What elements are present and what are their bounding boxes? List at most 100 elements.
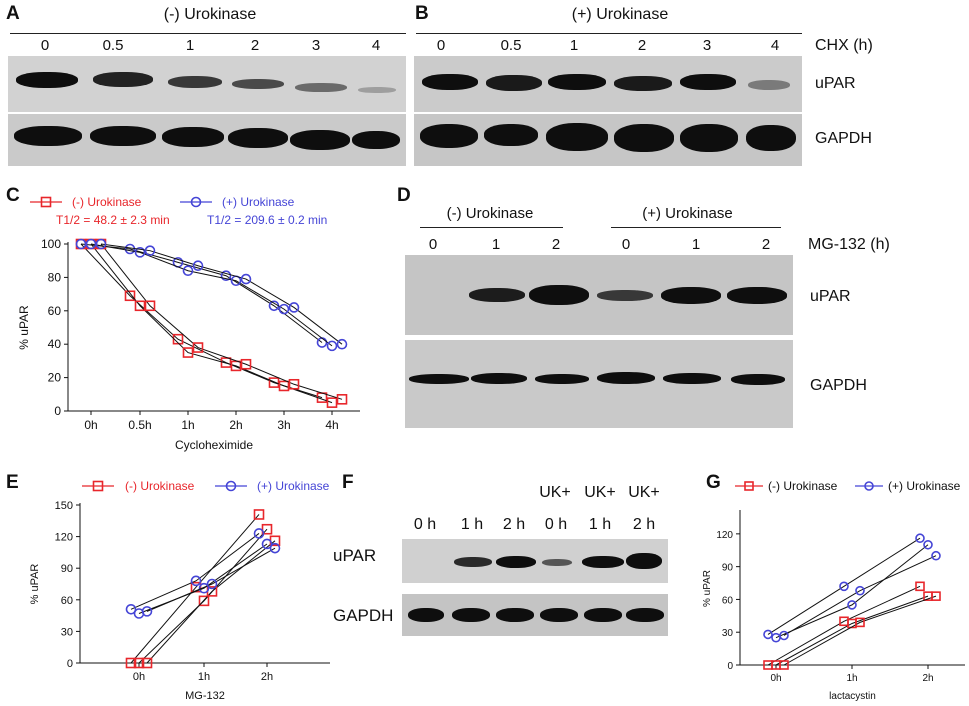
data-point-square [144,300,156,312]
lane-label: 0 [436,37,446,54]
x-tick-label: 1h [198,671,210,683]
lane-label: 0.5 [102,37,124,54]
series-line [130,514,260,664]
series-line [775,595,929,666]
y-axis-label: % uPAR [29,564,41,605]
legend-label: (+) Urokinase [222,195,295,209]
data-point-circle [85,238,97,250]
blot-b-gapdh [414,114,802,166]
y-tick-label: 30 [61,626,73,638]
data-point-square [182,347,194,358]
y-tick-label: 120 [55,532,73,544]
x-tick-label: 0h [84,418,97,432]
x-tick-label: 0h [770,673,781,684]
lane-label: 4 [371,37,381,54]
lane-label: 2 h [632,516,656,533]
series-line [767,537,921,635]
data-point-circle [847,600,857,610]
y-tick-label: 30 [722,628,734,639]
y-tick-label: 60 [61,595,73,607]
data-point-circle [915,533,925,544]
series-line [146,540,276,664]
y-tick-label: 0 [67,658,73,670]
data-point-square [40,196,52,208]
data-point-circle [134,247,146,258]
lane-label: 0 h [413,516,437,533]
blot-b-upar [414,56,802,112]
data-point-circle [198,582,210,594]
uk-label: UK+ [628,484,660,501]
y-tick-label: 100 [41,237,61,251]
y-tick-label: 0 [54,404,61,418]
lane-label: 0 [40,37,50,54]
series-line [80,243,323,343]
lane-label: 4 [770,37,780,54]
uk-label: UK+ [584,484,616,501]
legend-note: T1/2 = 48.2 ± 2.3 min [56,213,170,227]
y-axis-label: % uPAR [17,305,31,350]
y-tick-label: 90 [722,563,734,574]
data-point-circle [220,270,232,282]
x-tick-label: 0h [133,671,145,683]
y-axis-label: % uPAR [702,570,713,607]
data-point-circle [923,539,933,550]
series-line [138,543,268,614]
lane-label: 1 h [588,516,612,533]
lane-label: 3 [311,37,321,54]
lane-label: 2 h [502,516,526,533]
y-tick-label: 60 [722,595,734,606]
x-tick-label: 4h [325,418,338,432]
data-point-circle [288,302,300,313]
data-point-square [172,333,184,345]
y-tick-label: 20 [48,371,62,385]
gapdh-label: GAPDH [815,130,872,147]
data-point-square [220,357,232,368]
data-point-square [198,595,210,607]
lane-label: 1 h [460,516,484,533]
data-point-circle [182,265,194,277]
x-tick-label: 1h [181,418,194,432]
panel-label-c: C [6,185,20,206]
data-point-circle [864,481,874,491]
data-point-circle [261,538,273,550]
panel-label-f: F [342,472,354,493]
lane-label: 2 [551,236,561,253]
data-point-circle [95,238,107,250]
legend-label: (-) Urokinase [72,195,142,209]
data-point-square [261,523,273,535]
series-line [90,243,333,347]
mg132-axis-label: MG-132 (h) [808,236,890,253]
data-point-square [931,591,941,601]
data-point-square [92,480,104,492]
data-point-square [779,660,789,670]
x-tick-label: 1h [846,673,857,684]
lane-label: 0 [428,236,438,253]
panel-d-rule-plus [611,227,781,228]
data-point-circle [763,629,773,640]
panel-label-a: A [6,3,20,24]
panel-d-header-plus: (+) Urokinase [642,205,733,222]
lane-label: 1 [569,37,579,54]
panel-d-header-minus: (-) Urokinase [446,205,534,222]
series-line [130,533,260,610]
x-tick-label: 0.5h [128,418,151,432]
y-tick-label: 80 [48,270,62,284]
x-axis-label: Cycloheximide [175,438,253,452]
gapdh-label: GAPDH [333,606,394,625]
data-point-circle [855,585,865,596]
uk-label: UK+ [539,484,571,501]
data-point-circle [839,581,849,592]
x-tick-label: 2h [922,673,933,684]
data-point-square [855,617,865,628]
data-point-circle [240,273,252,285]
lane-label: 0.5 [500,37,522,54]
series-line [783,555,937,636]
data-point-square [124,290,136,302]
data-point-square [125,657,137,669]
x-tick-label: 3h [277,418,290,432]
gapdh-label: GAPDH [810,377,867,394]
series-line [90,243,333,404]
data-point-square [253,509,265,520]
legend-label: (-) Urokinase [125,479,195,493]
